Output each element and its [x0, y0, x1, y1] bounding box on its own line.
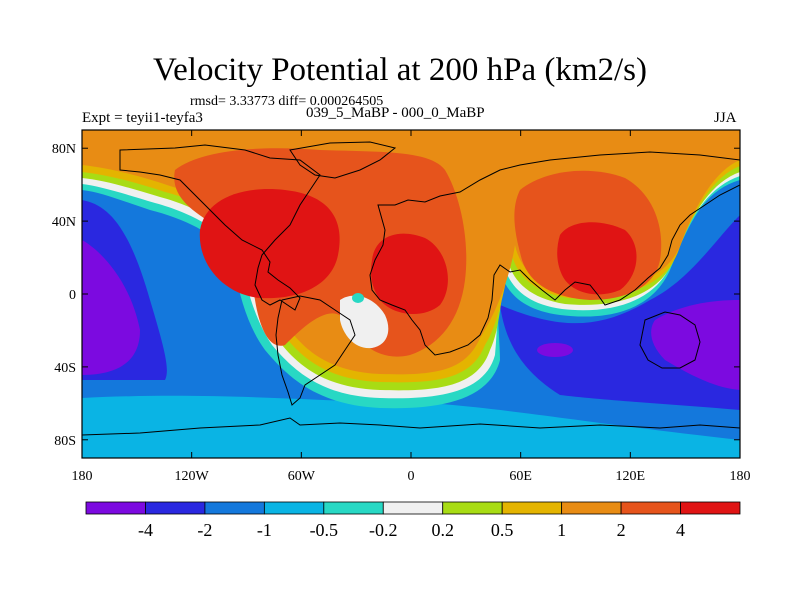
- colorbar-label: -2: [197, 520, 212, 540]
- contour-field: [82, 130, 740, 458]
- colorbar-swatch: [323, 501, 384, 515]
- y-tick-label: 80S: [54, 434, 76, 449]
- x-tick-label: 180: [72, 469, 93, 484]
- coast-eurasia-africa: [369, 151, 740, 356]
- field-max-east: [557, 222, 637, 295]
- colorbar-swatch: [442, 501, 503, 515]
- colorbar-label: -0.2: [369, 520, 398, 540]
- colorbar-label: 2: [617, 520, 626, 540]
- x-axis: 180 120W 60W 0 60E 120E 180: [72, 130, 751, 484]
- colorbar-label: 4: [676, 520, 685, 540]
- y-tick-label: 80N: [52, 142, 76, 157]
- coast-australia: [639, 311, 701, 369]
- colorbar-swatch: [501, 501, 563, 515]
- colorbar-label: 0.2: [431, 520, 454, 540]
- rmsd-annotation: rmsd= 3.33773 diff= 0.000264505: [190, 94, 384, 109]
- plot-title: Velocity Potential at 200 hPa (km2/s): [152, 52, 648, 88]
- colorbar-label: -1: [257, 520, 272, 540]
- field-max-central: [370, 233, 448, 315]
- y-axis: 80N 40N 0 40S 80S: [52, 142, 740, 449]
- coastlines: [82, 141, 740, 436]
- colorbar-swatch: [561, 501, 622, 515]
- colorbar-swatch: [620, 501, 681, 515]
- comparison-label: 039_5_MaBP - 000_0_MaBP: [306, 105, 485, 121]
- field-east-min: [651, 300, 740, 390]
- season-label: JJA: [714, 110, 737, 126]
- x-tick-label: 60W: [288, 469, 316, 484]
- coast-south-america: [275, 295, 356, 406]
- field-east-min-small: [537, 343, 573, 357]
- coast-antarctica: [82, 417, 740, 436]
- x-tick-label: 120E: [616, 469, 646, 484]
- field-atlantic-min: [352, 293, 364, 303]
- colorbar-label: 0.5: [491, 520, 514, 540]
- colorbar-swatch: [145, 501, 206, 515]
- coast-greenland: [289, 141, 397, 179]
- colorbar-swatch: [85, 501, 146, 515]
- y-tick-label: 40N: [52, 215, 76, 230]
- colorbar-swatch: [680, 501, 741, 515]
- colorbar: -4 -2 -1 -0.5 -0.2 0.2 0.5 1 2 4: [85, 501, 741, 540]
- x-tick-label: 60E: [509, 469, 532, 484]
- field-atlantic-low: [340, 295, 389, 349]
- x-tick-label: 0: [408, 469, 415, 484]
- field-max-west: [199, 189, 340, 299]
- y-tick-label: 0: [69, 288, 76, 303]
- colorbar-label: -4: [138, 520, 153, 540]
- colorbar-label: -0.5: [310, 520, 339, 540]
- colorbar-label: 1: [557, 520, 566, 540]
- x-tick-label: 120W: [175, 469, 210, 484]
- y-tick-label: 40S: [54, 361, 76, 376]
- colorbar-swatch: [204, 501, 265, 515]
- coast-north-america: [119, 144, 321, 311]
- field-west-min: [82, 240, 140, 375]
- experiment-label: Expt = teyii1-teyfa3: [82, 110, 203, 126]
- x-tick-label: 180: [730, 469, 751, 484]
- colorbar-swatch: [263, 501, 325, 515]
- colorbar-swatch: [382, 501, 444, 515]
